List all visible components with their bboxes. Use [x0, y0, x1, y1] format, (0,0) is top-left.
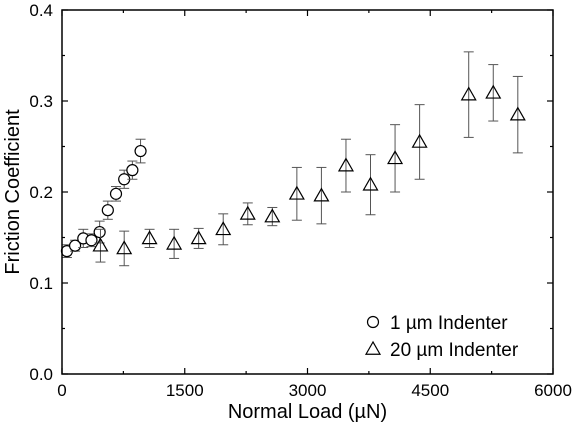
data-point: [362, 176, 379, 191]
data-point: [126, 164, 139, 177]
series-1: [60, 138, 147, 259]
data-point: [485, 84, 502, 99]
data-point: [239, 205, 256, 220]
legend-label: 1 µm Indenter: [390, 313, 508, 334]
series-2: [92, 51, 526, 267]
legend-marker: [366, 315, 380, 329]
data-point: [215, 221, 232, 236]
data-point: [288, 185, 305, 200]
legend: 1 µm Indenter 20 µm Indenter: [364, 313, 519, 361]
tick-labels: 0 1500 3000 4500 6000 0.0 0.1 0.2 0.3 0.4: [29, 1, 572, 400]
x-tick-label: 0: [57, 381, 66, 400]
data-point: [93, 225, 106, 239]
data-point: [337, 157, 354, 172]
data-point: [387, 150, 404, 165]
plot-frame: [61, 9, 554, 375]
data-point: [92, 237, 109, 252]
y-tick-label: 0.3: [29, 92, 53, 111]
data-point: [101, 204, 114, 217]
x-tick-label: 3000: [289, 381, 327, 400]
data-point: [190, 230, 207, 245]
y-tick-label: 0.0: [29, 365, 53, 384]
data-point: [166, 235, 183, 250]
data-series: [60, 51, 526, 267]
data-point: [313, 187, 330, 202]
data-point: [68, 239, 82, 252]
data-point: [460, 86, 477, 101]
data-point: [411, 133, 428, 148]
x-tick-label: 6000: [534, 381, 572, 400]
x-tick-label: 1500: [166, 381, 204, 400]
data-point: [141, 230, 158, 245]
legend-label: 20 µm Indenter: [390, 340, 519, 361]
y-tick-label: 0.4: [29, 1, 53, 20]
data-point: [134, 144, 147, 158]
y-tick-label: 0.1: [29, 274, 53, 293]
x-axis-label: Normal Load (µN): [228, 401, 387, 423]
data-point: [509, 106, 526, 121]
y-tick-label: 0.2: [29, 183, 53, 202]
data-point: [116, 240, 133, 255]
data-point: [264, 208, 281, 223]
y-axis-label: Friction Coefficient: [2, 109, 24, 275]
data-point: [109, 187, 123, 200]
legend-marker: [364, 340, 382, 355]
x-tick-label: 4500: [411, 381, 449, 400]
data-point: [85, 234, 98, 247]
